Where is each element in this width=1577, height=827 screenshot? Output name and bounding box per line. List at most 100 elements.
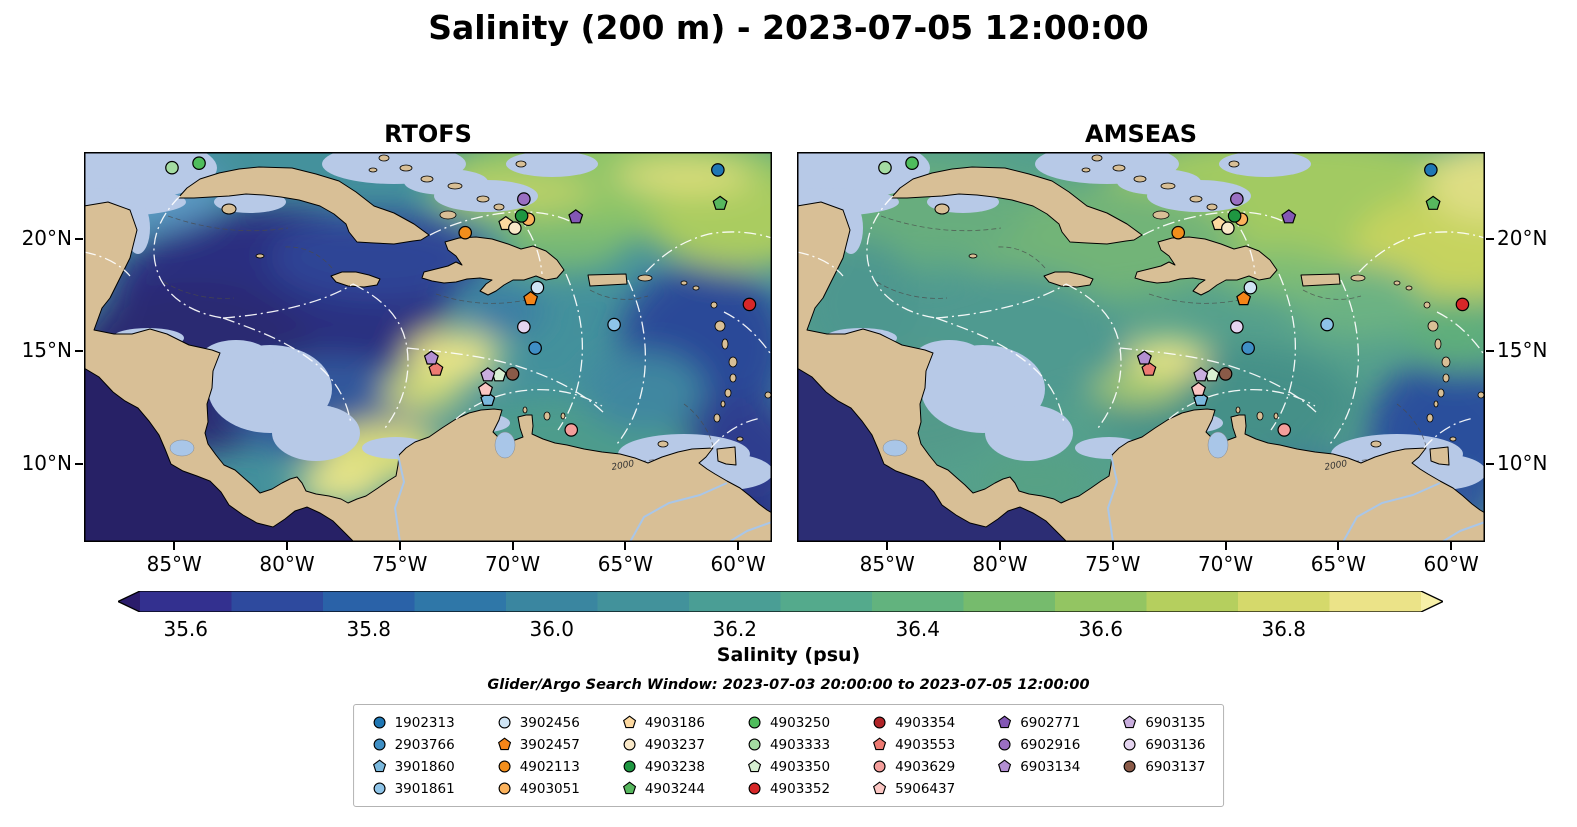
legend-entry: 4903237 bbox=[622, 735, 705, 754]
legend-entry: 2903766 bbox=[372, 735, 455, 754]
legend-entry: 4902113 bbox=[497, 757, 580, 776]
platform-marker-6902916 bbox=[1230, 192, 1244, 206]
circle-marker-icon bbox=[373, 716, 386, 729]
legend-entry: 1902313 bbox=[372, 713, 455, 732]
platform-marker-4903553 bbox=[428, 361, 444, 376]
platform-marker-6903134 bbox=[998, 759, 1012, 773]
colorbar-tick-label: 36.8 bbox=[1261, 617, 1307, 641]
x-tick-label: 80°W bbox=[972, 552, 1028, 576]
platform-marker-4903237 bbox=[508, 221, 522, 236]
map-panel-rtofs: 2000 bbox=[84, 152, 772, 542]
platform-markers-amseas bbox=[878, 156, 1470, 437]
platform-marker-4903238 bbox=[623, 760, 636, 773]
x-tick-label: 70°W bbox=[1197, 552, 1254, 576]
colorbar-band bbox=[231, 591, 324, 612]
legend-entry: 4903352 bbox=[747, 779, 830, 798]
legend-platform-id: 6903136 bbox=[1145, 736, 1206, 753]
colorbar-band bbox=[1238, 591, 1331, 612]
x-tick bbox=[1450, 542, 1453, 550]
legend-entry: 4903350 bbox=[747, 757, 830, 776]
x-tick bbox=[398, 542, 401, 550]
circle-marker-icon bbox=[1123, 738, 1136, 751]
platform-marker-4903553 bbox=[1141, 361, 1157, 376]
legend-platform-id: 1902313 bbox=[394, 714, 455, 731]
platform-marker-3902457 bbox=[523, 290, 539, 306]
platform-marker-1902313 bbox=[373, 716, 386, 729]
legend-platform-id: 4903237 bbox=[644, 736, 705, 753]
pentagon-marker-icon bbox=[872, 737, 887, 751]
platform-marker-3901861 bbox=[1320, 317, 1334, 332]
legend-column: 4903186 4903237 4903238 4903244 bbox=[622, 713, 705, 798]
platform-marker-4903237 bbox=[1221, 221, 1235, 236]
legend-entry: 4903333 bbox=[747, 735, 830, 754]
circle-marker-icon bbox=[873, 760, 886, 773]
legend-column: 6902771 6902916 6903134 bbox=[997, 713, 1080, 798]
legend-platform-id: 4903244 bbox=[644, 780, 705, 797]
legend-platform-id: 4902113 bbox=[519, 758, 580, 775]
legend-platform-id: 4903354 bbox=[895, 714, 956, 731]
pentagon-marker-icon bbox=[1123, 715, 1137, 729]
colorbar-band bbox=[1329, 591, 1422, 612]
platform-marker-6903135 bbox=[1123, 715, 1137, 729]
legend-columns: 1902313 2903766 3901860 3901861 3902456 39024… bbox=[372, 713, 1206, 798]
colorbar bbox=[118, 591, 1443, 612]
colorbar-band bbox=[323, 591, 416, 612]
y-tick bbox=[75, 350, 83, 353]
y-tick bbox=[1486, 238, 1494, 241]
circle-marker-icon bbox=[498, 760, 511, 773]
map-amseas: 2000 bbox=[797, 152, 1485, 542]
platform-marker-4903354 bbox=[873, 716, 886, 729]
platform-marker-6903137 bbox=[1123, 760, 1136, 773]
legend-platform-id: 4903250 bbox=[769, 714, 831, 731]
pentagon-marker-icon bbox=[372, 759, 386, 773]
pentagon-marker-icon bbox=[497, 737, 511, 751]
colorbar-band bbox=[1146, 591, 1239, 612]
legend-entry: 4903354 bbox=[872, 713, 955, 732]
legend-platform-id: 4903629 bbox=[895, 758, 956, 775]
platform-marker-3901861 bbox=[373, 782, 386, 795]
y-tick-label: 20°N bbox=[1497, 226, 1548, 251]
x-tick-label: 75°W bbox=[1085, 552, 1141, 576]
legend-platform-id: 6902771 bbox=[1020, 714, 1081, 731]
platform-marker-3901861 bbox=[607, 317, 621, 332]
platform-marker-4903629 bbox=[1277, 423, 1292, 437]
platform-marker-1902313 bbox=[1424, 163, 1438, 177]
search-window-note: Glider/Argo Search Window: 2023-07-03 20… bbox=[487, 677, 1090, 693]
legend-platform-id: 6903134 bbox=[1020, 758, 1081, 775]
platform-marker-4903051 bbox=[498, 782, 511, 795]
platform-marker-3901860 bbox=[372, 759, 386, 773]
platform-marker-4902113 bbox=[498, 760, 511, 773]
colorbar-tick-label: 36.0 bbox=[529, 617, 575, 641]
pentagon-marker-icon bbox=[872, 781, 887, 795]
legend-platform-id: 6902916 bbox=[1020, 736, 1081, 753]
platform-marker-4903237 bbox=[623, 738, 636, 751]
platform-marker-2903766 bbox=[1241, 341, 1255, 355]
legend-platform-id: 3902456 bbox=[519, 714, 580, 731]
colorbar-band bbox=[414, 591, 507, 612]
x-tick bbox=[1111, 542, 1114, 550]
legend-entry: 5906437 bbox=[872, 779, 955, 798]
platform-marker-5906437 bbox=[477, 381, 494, 396]
legend-platform-id: 3901860 bbox=[394, 758, 455, 775]
contour-label: 2000 bbox=[1324, 459, 1349, 473]
legend-entry: 4903238 bbox=[622, 757, 705, 776]
legend-entry: 3901861 bbox=[372, 779, 455, 798]
legend-platform-id: 4903186 bbox=[644, 714, 705, 731]
platform-marker-4903352 bbox=[748, 782, 761, 795]
platform-marker-4903250 bbox=[905, 156, 919, 171]
platform-marker-4903629 bbox=[873, 760, 886, 773]
x-tick-label: 65°W bbox=[597, 552, 653, 576]
platform-marker-4903333 bbox=[748, 738, 761, 751]
legend-column: 4903250 4903333 4903350 4903352 bbox=[747, 713, 830, 798]
platform-marker-4903244 bbox=[1425, 195, 1441, 210]
colorbar-band bbox=[140, 591, 233, 612]
platform-marker-6902771 bbox=[568, 209, 584, 224]
circle-marker-icon bbox=[373, 738, 386, 751]
x-tick-label: 75°W bbox=[372, 552, 428, 576]
legend-platform-id: 4903051 bbox=[519, 780, 580, 797]
platform-marker-4903238 bbox=[514, 209, 529, 223]
circle-marker-icon bbox=[623, 738, 636, 751]
platform-marker-4903350 bbox=[747, 759, 762, 773]
platform-marker-2903766 bbox=[373, 738, 386, 751]
